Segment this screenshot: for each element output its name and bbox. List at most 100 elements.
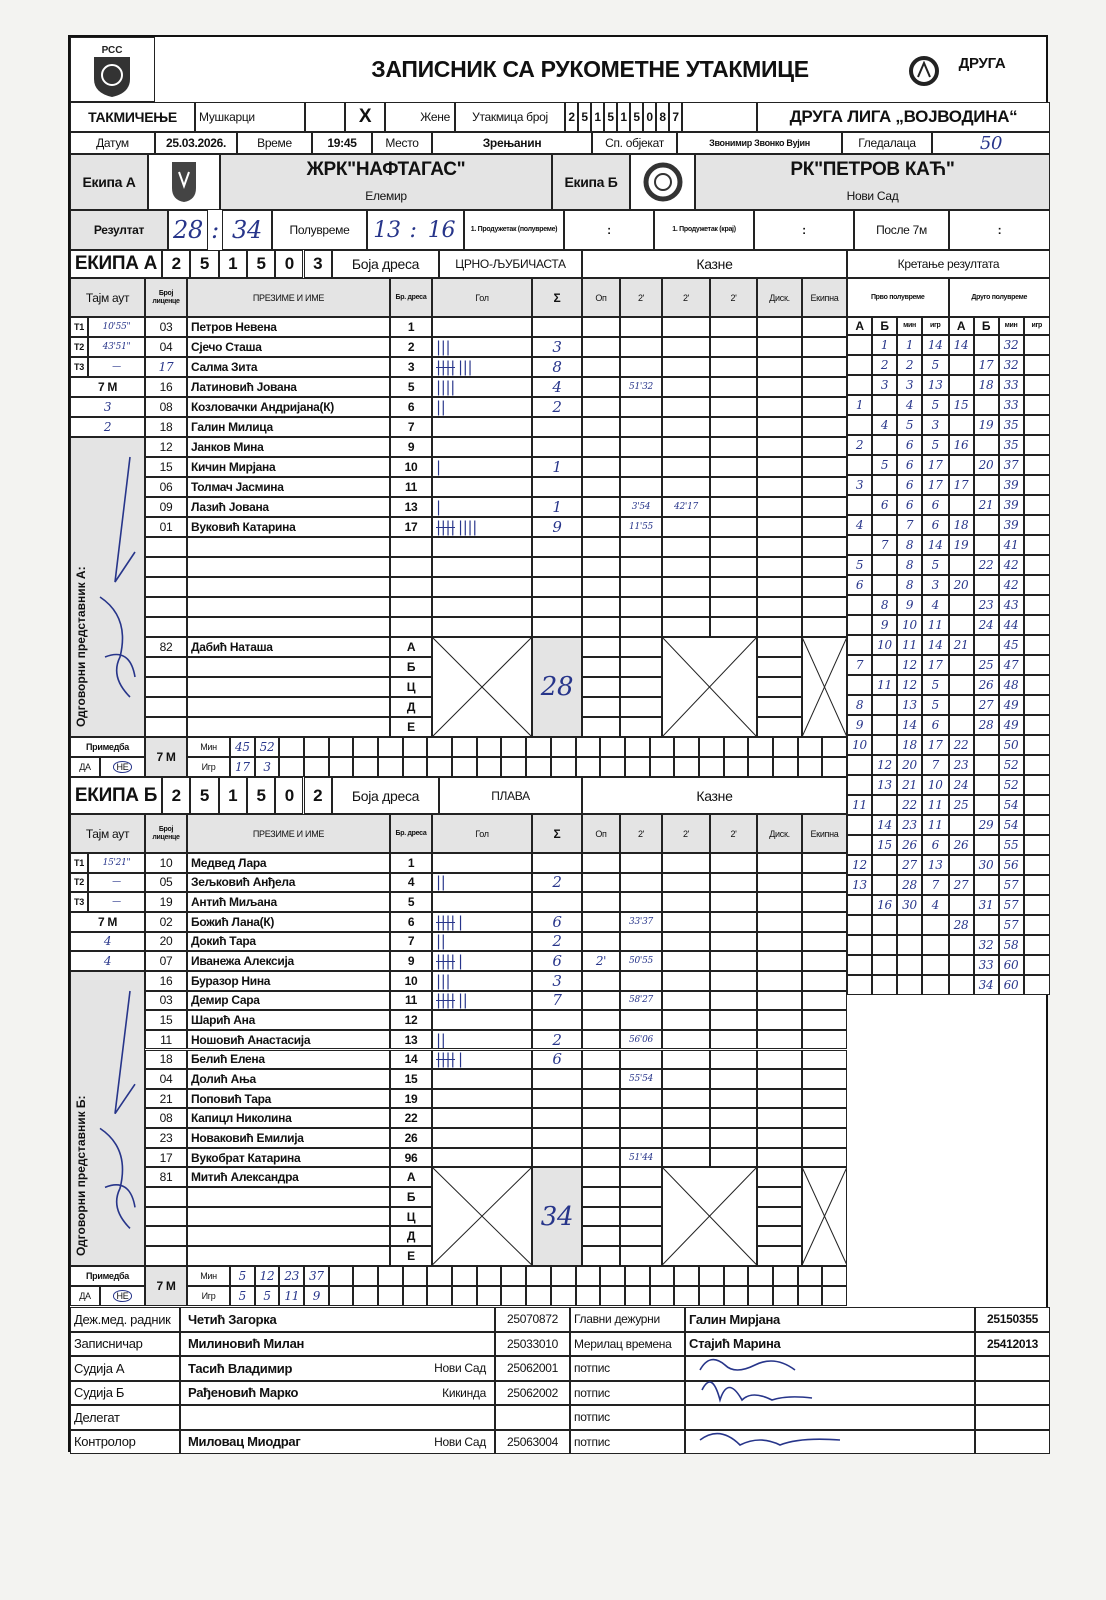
player-jersey: 11: [390, 990, 432, 1011]
player-license: [145, 557, 187, 577]
player-license: 21: [145, 1088, 187, 1109]
official-warning: [582, 1167, 620, 1188]
team-penalty: [802, 911, 847, 932]
player-warning: [582, 990, 620, 1011]
player-warning: [582, 931, 620, 952]
player-warning: [582, 557, 620, 577]
official-role: Делегат: [70, 1405, 180, 1430]
running-score-minute: 54: [998, 815, 1024, 835]
running-score-minute: 8: [897, 555, 922, 575]
seven-m-min-box: [575, 737, 601, 757]
referee-signatures: [699, 1358, 841, 1446]
running-score-team-b: [872, 655, 897, 675]
match-number-digit: 5: [630, 102, 643, 132]
player-name: Божић Лана(К): [187, 911, 390, 932]
seven-m-value: 2: [70, 417, 145, 437]
player-suspension-3: [710, 557, 757, 577]
running-score-team-b: [973, 395, 999, 415]
official-id-2: [975, 1405, 1050, 1430]
timeout-time: —: [88, 357, 145, 377]
running-score-team-a: [948, 815, 974, 835]
player-license: 01: [145, 517, 187, 537]
running-score-team-b: 6: [872, 495, 897, 515]
running-score-team-b: 7: [872, 535, 897, 555]
player-suspension-3: [710, 537, 757, 557]
player-suspension-3: [710, 970, 757, 991]
player-suspension-1: [620, 537, 662, 557]
official-role-2: Главни дежурни: [570, 1307, 685, 1332]
team-a-heading: ЕКИПА А: [70, 250, 162, 278]
player-name: Јанков Мина: [187, 437, 390, 457]
player-goal-sum: 9: [532, 517, 582, 537]
seven-m-player-box: [476, 1285, 502, 1306]
player-disqualification: [757, 1010, 802, 1030]
player-goal-sum: 1: [532, 497, 582, 517]
official-letter: Д: [390, 1226, 432, 1246]
team-penalty: [802, 617, 847, 637]
running-score-player: [1023, 335, 1050, 355]
player-goal-sum: [532, 537, 582, 557]
running-score-player: 4: [922, 895, 949, 915]
representative-signature: [99, 456, 136, 698]
running-score-team-b: 26: [973, 675, 999, 695]
running-score-team-a: [948, 555, 974, 575]
running-score-minute: 52: [998, 775, 1024, 795]
halftime-score-a: 13: [373, 217, 401, 243]
team-penalty: [802, 477, 847, 497]
crossed-out-box-icon: [802, 1167, 847, 1266]
player-license: 08: [145, 1108, 187, 1129]
first-half-label: Прво полувреме: [847, 278, 949, 317]
player-suspension-3: [710, 1128, 757, 1148]
seven-m-player-box: [427, 1285, 453, 1306]
running-score-player: 5: [922, 695, 949, 715]
player-suspension-3: [710, 951, 757, 971]
seven-m-remark-label: 7 M: [145, 737, 187, 777]
match-number-digit: 1: [617, 102, 630, 132]
player-license: 16: [145, 970, 187, 991]
running-score-player: [1023, 975, 1050, 995]
column-header-warning: Оп: [582, 814, 620, 853]
running-score-team-b: [872, 435, 897, 455]
column-header-two-min: 2': [710, 278, 757, 317]
running-score-team-b: 21: [973, 495, 999, 515]
player-license: 06: [145, 477, 187, 497]
player-suspension-2: [662, 377, 710, 397]
player-disqualification: [757, 1088, 802, 1109]
official-letter: А: [390, 1167, 432, 1188]
running-score-player: 17: [922, 475, 949, 495]
team-penalty: [802, 1029, 847, 1050]
running-score-team-a: [847, 595, 872, 615]
player-disqualification: [757, 617, 802, 637]
running-score-player: [922, 975, 949, 995]
column-header-two-min: 2': [620, 278, 662, 317]
running-score-team-b: [872, 735, 897, 755]
official-license: [145, 717, 187, 737]
player-license: 19: [145, 892, 187, 912]
player-goal-tally: [432, 1147, 532, 1168]
player-disqualification: [757, 477, 802, 497]
player-goal-tally: [432, 317, 532, 337]
player-suspension-1: [620, 892, 662, 912]
running-score-player: [1023, 675, 1050, 695]
running-score-minute: 6: [897, 495, 922, 515]
running-score-team-b: [973, 535, 999, 555]
player-goal-sum: 6: [532, 1049, 582, 1070]
player-goal-tally: [432, 597, 532, 617]
running-score-minute: 6: [897, 435, 922, 455]
official-role-2: потпис: [570, 1405, 685, 1430]
official-name: [187, 1246, 390, 1266]
player-name: Белић Елена: [187, 1049, 390, 1070]
running-score-player: 6: [922, 715, 949, 735]
player-goal-sum: 2: [532, 872, 582, 893]
player-goal-tally: |||| |: [432, 911, 532, 932]
seven-m-player-box: [624, 757, 650, 777]
player-suspension-2: 42'17: [662, 497, 710, 517]
final-score-a: 28: [168, 210, 208, 250]
seven-m-player-box: [698, 757, 724, 777]
running-score-minute: 18: [897, 735, 922, 755]
seven-m-player-box: [501, 1285, 527, 1306]
running-score-team-a: 24: [948, 775, 974, 795]
running-score-team-b: 3: [872, 375, 897, 395]
player-suspension-1: 55'54: [620, 1069, 662, 1089]
player-suspension-2: [662, 477, 710, 497]
